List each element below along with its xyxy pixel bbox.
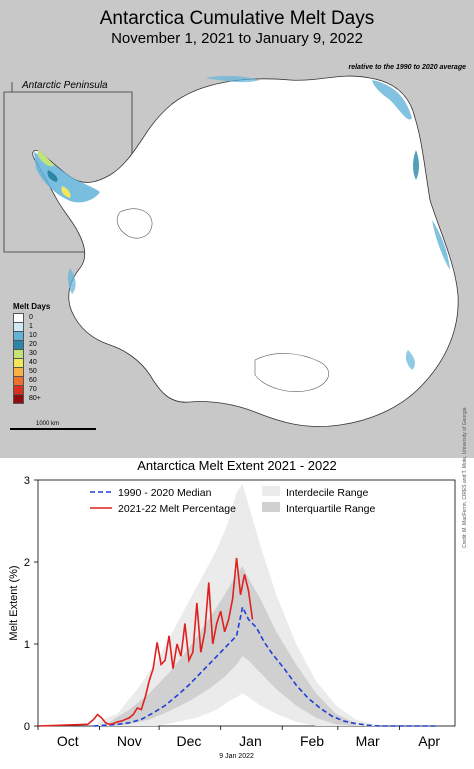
legend-label: 1 xyxy=(29,323,33,330)
legend-label: 50 xyxy=(29,368,37,375)
y-tick-label: 0 xyxy=(24,721,30,733)
legend-item: 80+ xyxy=(13,394,53,404)
x-tick-label: Jan xyxy=(239,733,262,749)
x-tick-label: Oct xyxy=(57,733,79,749)
date-annotation: 9 Jan 2022 xyxy=(219,753,254,760)
melt-patch-peninsula-yellow xyxy=(61,186,71,198)
legend-label: 1990 - 2020 Median xyxy=(118,487,212,499)
melt-patch-peninsula-dark xyxy=(47,170,58,182)
median-line xyxy=(93,604,436,727)
x-tick-label: Apr xyxy=(418,733,440,749)
legend-label: 40 xyxy=(29,359,37,366)
map-note: relative to the 1990 to 2020 average xyxy=(348,64,466,71)
legend-label: 20 xyxy=(29,341,37,348)
x-tick-label: Dec xyxy=(176,733,201,749)
melt-patch-wilkes xyxy=(405,350,415,370)
antarctica-map-graphic xyxy=(3,75,459,427)
y-tick-label: 1 xyxy=(24,639,30,651)
legend-label: 30 xyxy=(29,350,37,357)
melt-patch-amery xyxy=(413,150,419,180)
melt-days-map: Antarctica Cumulative Melt Days November… xyxy=(0,0,474,458)
x-tick-label: Feb xyxy=(300,733,324,749)
interquartile-band xyxy=(109,566,356,726)
scale-label: 1000 km xyxy=(36,421,60,427)
map-title: Antarctica Cumulative Melt Days xyxy=(99,8,375,29)
melt-patch-north-coast xyxy=(205,75,260,83)
legend-label: Interdecile Range xyxy=(286,487,368,499)
chart-credit: Credit: M. MacFerrin, CIRES and T. Mote,… xyxy=(462,407,468,548)
legend-swatch xyxy=(262,502,280,512)
legend-swatch xyxy=(262,486,280,496)
legend-label: 0 xyxy=(29,314,33,321)
melt-extent-chart: 0 1 2 3 Melt Extent (%) Oct Nov Dec Jan Feb Mar Apr… xyxy=(8,475,456,760)
legend-label: 2021-22 Melt Percentage xyxy=(118,503,236,515)
legend-label: 80+ xyxy=(29,395,41,402)
y-axis-label: Melt Extent (%) xyxy=(8,565,20,640)
legend-label: Interquartile Range xyxy=(286,503,375,515)
x-tick-label: Mar xyxy=(356,733,380,749)
y-tick-label: 2 xyxy=(24,557,30,569)
melt-extent-chart-panel: Antarctica Melt Extent 2021 - 2022 0 1 2 3 M… xyxy=(0,458,474,769)
map-subtitle: November 1, 2021 to January 9, 2022 xyxy=(111,30,363,47)
legend-swatch xyxy=(13,394,24,404)
legend-label: 70 xyxy=(29,386,37,393)
melt-patch-east-coast xyxy=(372,80,412,120)
legend-label: 60 xyxy=(29,377,37,384)
inset-label: Antarctic Peninsula xyxy=(22,80,108,91)
ice-shelf-ross xyxy=(254,353,329,392)
legend-title: Melt Days xyxy=(13,302,51,311)
y-tick-label: 3 xyxy=(24,475,30,487)
chart-title: Antarctica Melt Extent 2021 - 2022 xyxy=(137,458,337,473)
scale-bar xyxy=(10,428,96,430)
x-tick-label: Nov xyxy=(117,733,142,749)
melt-patch-west xyxy=(67,268,76,294)
antarctica-landmass xyxy=(32,75,459,427)
melt-patch-east-coast-2 xyxy=(432,220,450,270)
melt-patch-peninsula-green xyxy=(38,150,54,167)
ice-shelf-ronne xyxy=(116,208,153,239)
melt-percentage-line xyxy=(37,557,254,727)
legend-label: 10 xyxy=(29,332,37,339)
